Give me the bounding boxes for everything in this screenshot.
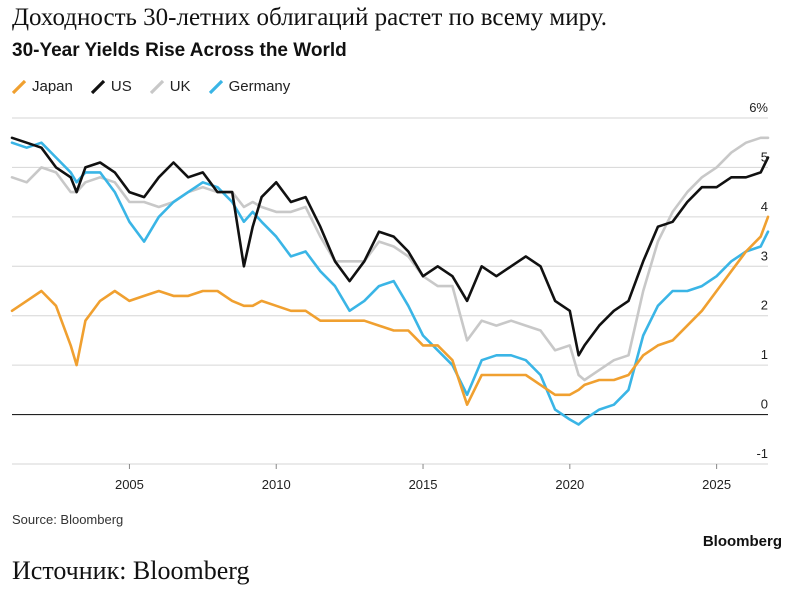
y-tick-label: 3 — [761, 248, 768, 263]
y-tick-label: -1 — [756, 446, 768, 461]
legend-line-japan — [12, 79, 26, 94]
series-line-japan — [10, 215, 770, 407]
legend: Japan US UK Germany — [12, 78, 290, 95]
series-line-uk — [10, 136, 770, 382]
y-tick-label: 5 — [761, 149, 768, 164]
legend-swatch-germany — [208, 79, 223, 94]
grid-layer — [12, 117, 768, 465]
legend-label-us: US — [110, 78, 132, 95]
legend-item-uk: UK — [149, 78, 191, 95]
legend-line-us — [90, 79, 105, 94]
brand-logo: Bloomberg — [702, 533, 782, 550]
series-line-germany — [10, 141, 770, 426]
legend-label-japan: Japan — [32, 78, 73, 95]
legend-label-uk: UK — [169, 78, 191, 95]
source-note: Source: Bloomberg — [12, 512, 124, 527]
y-tick-label: 0 — [761, 397, 768, 412]
legend-swatch-uk — [149, 79, 164, 94]
legend-item-us: US — [90, 78, 132, 95]
legend-line-germany — [208, 79, 223, 94]
legend-line-uk — [149, 79, 164, 94]
chart-title: 30-Year Yields Rise Across the World — [12, 40, 347, 61]
x-tick-label: 2015 — [409, 477, 438, 492]
series-line-us — [10, 136, 770, 357]
x-tick-label: 2020 — [555, 477, 584, 492]
legend-item-germany: Germany — [208, 78, 291, 95]
axis-layer: -1 0 1 2 3 4 5 6% 2005 2010 2015 2020 2025 — [115, 100, 768, 492]
footer-source: Источник: Bloomberg — [12, 556, 250, 585]
legend-item-japan: Japan — [12, 78, 73, 95]
line-chart: -1 0 1 2 3 4 5 6% 2005 2010 2015 2020 2025 — [10, 100, 770, 492]
x-tick-label: 2025 — [702, 477, 731, 492]
legend-label-germany: Germany — [228, 78, 291, 95]
x-tick-label: 2010 — [262, 477, 291, 492]
headline: Доходность 30-летних облигаций растет по… — [12, 4, 608, 31]
y-tick-label: 6% — [749, 100, 768, 115]
legend-swatch-us — [90, 79, 105, 94]
legend-swatch-japan — [12, 79, 26, 94]
series-layer — [10, 136, 770, 426]
y-tick-label: 4 — [761, 199, 768, 214]
y-tick-label: 1 — [761, 347, 768, 362]
y-tick-label: 2 — [761, 298, 768, 313]
x-tick-label: 2005 — [115, 477, 144, 492]
